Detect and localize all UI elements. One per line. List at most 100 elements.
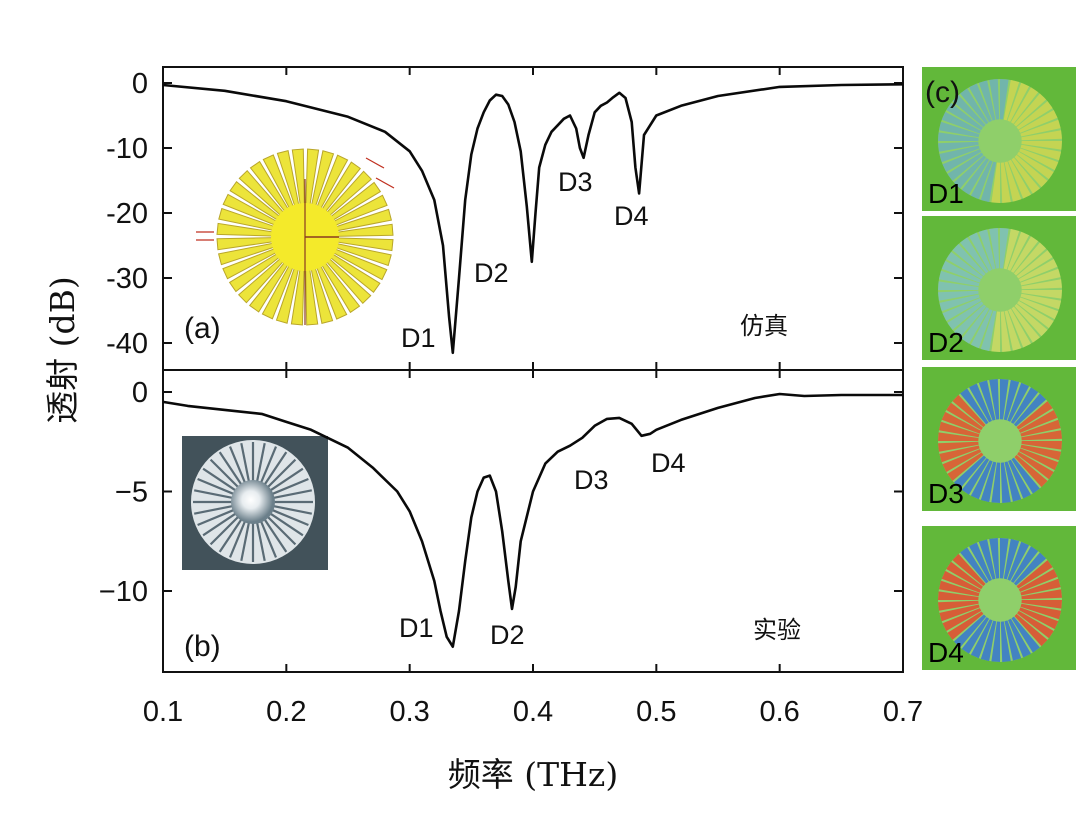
field-sector	[991, 462, 1000, 503]
field-sector	[947, 152, 984, 181]
field-sector	[1000, 162, 1011, 203]
field-sector	[953, 155, 987, 189]
field-sector	[970, 309, 993, 349]
photo-spoke	[266, 515, 297, 546]
field-sector	[952, 394, 986, 428]
field-sector	[939, 604, 980, 622]
field-sector	[938, 141, 979, 152]
photo-spoke	[197, 508, 235, 527]
experiment-curve	[162, 392, 903, 648]
field-sector	[1020, 603, 1062, 620]
field-sector	[960, 88, 989, 125]
field-sector	[952, 553, 986, 587]
field-sector	[1021, 589, 1062, 600]
field-sector	[953, 455, 987, 489]
field-sector	[1013, 393, 1047, 427]
field-sector	[1000, 311, 1011, 352]
field-sector	[941, 411, 981, 434]
x-tick-label: 0.4	[513, 696, 553, 728]
photo-spoke	[240, 442, 251, 483]
field-sector	[1018, 110, 1058, 133]
field-sector	[1019, 148, 1059, 171]
field-sector	[938, 432, 979, 441]
field-sector	[1017, 151, 1054, 180]
x-tick-label: 0.6	[760, 696, 800, 728]
field-sector	[938, 121, 980, 138]
field-sector	[1007, 231, 1030, 271]
field-sector	[1020, 578, 1061, 596]
photo-spoke	[268, 512, 304, 537]
field-sector	[1014, 303, 1048, 337]
photo-spoke	[193, 489, 234, 500]
field-sector	[1017, 610, 1054, 639]
y-axis-title: 透射 (dB)	[43, 276, 82, 424]
field-sector	[1021, 130, 1062, 141]
x-tick-label: 0.2	[266, 696, 306, 728]
field-core	[979, 269, 1021, 311]
field-sector	[1000, 379, 1009, 420]
field-sector	[1011, 306, 1040, 343]
field-sector	[952, 94, 986, 128]
field-sector	[1016, 560, 1053, 589]
field-sector	[1020, 119, 1061, 137]
field-sector	[991, 311, 1000, 352]
field-sector	[1003, 538, 1020, 580]
field-sector	[942, 149, 982, 172]
field-sector	[1010, 236, 1039, 273]
field-sector	[942, 298, 982, 321]
field-sector	[1000, 79, 1009, 120]
field-sector	[1021, 290, 1062, 299]
field-sector	[970, 160, 993, 200]
field-sector	[1011, 457, 1040, 494]
field-sector	[938, 441, 979, 452]
field-sector	[941, 260, 981, 283]
field-sector	[1003, 79, 1020, 121]
x-tick-label: 0.3	[390, 696, 430, 728]
field-sector	[989, 228, 1000, 269]
field-sector	[1004, 461, 1022, 502]
field-sector	[1011, 616, 1040, 653]
field-sector	[1007, 541, 1030, 581]
y-tick-label-a: -20	[106, 198, 148, 230]
field-sector	[1014, 613, 1048, 647]
field-sector	[946, 402, 983, 431]
field-sector	[1004, 310, 1022, 351]
y-tick-label-a: -10	[106, 133, 148, 165]
field-sector	[939, 145, 980, 163]
field-sector	[1003, 379, 1020, 421]
photo-spoke	[193, 504, 234, 515]
panel-label-a: (a)	[184, 312, 221, 345]
dip-label-b-d1: D1	[399, 613, 434, 643]
field-sector	[1004, 161, 1022, 202]
x-tick-label: 0.7	[883, 696, 923, 728]
y-tick-label-b: 0	[132, 377, 148, 409]
field-sector	[1000, 538, 1009, 579]
field-sector	[1000, 228, 1009, 269]
x-tick-label: 0.5	[636, 696, 676, 728]
field-sector	[1014, 454, 1048, 488]
photo-spoke	[263, 517, 288, 553]
field-sector	[989, 379, 1000, 420]
field-sector	[1017, 451, 1054, 480]
field-panel-label: D3	[928, 478, 964, 509]
field-sector	[1020, 144, 1062, 161]
photo-spoke	[271, 508, 309, 527]
field-sector	[938, 600, 979, 611]
field-sector	[953, 614, 987, 648]
field-panel-label: D2	[928, 327, 964, 358]
y-tick-label-b: −5	[115, 477, 148, 509]
field-sector	[1021, 141, 1062, 150]
field-sector	[978, 229, 996, 270]
field-sector	[1019, 297, 1059, 320]
x-tick-label: 0.1	[143, 696, 183, 728]
x-axis-title: 频率 (THz)	[448, 755, 618, 794]
y-tick-label-a: -40	[106, 328, 148, 360]
field-sector	[978, 539, 996, 580]
field-sector	[970, 619, 993, 659]
field-sector	[969, 232, 992, 272]
field-sector	[941, 111, 981, 134]
y-tick-label-a: -30	[106, 263, 148, 295]
field-sector	[953, 304, 987, 338]
dimension-marker	[375, 177, 395, 189]
